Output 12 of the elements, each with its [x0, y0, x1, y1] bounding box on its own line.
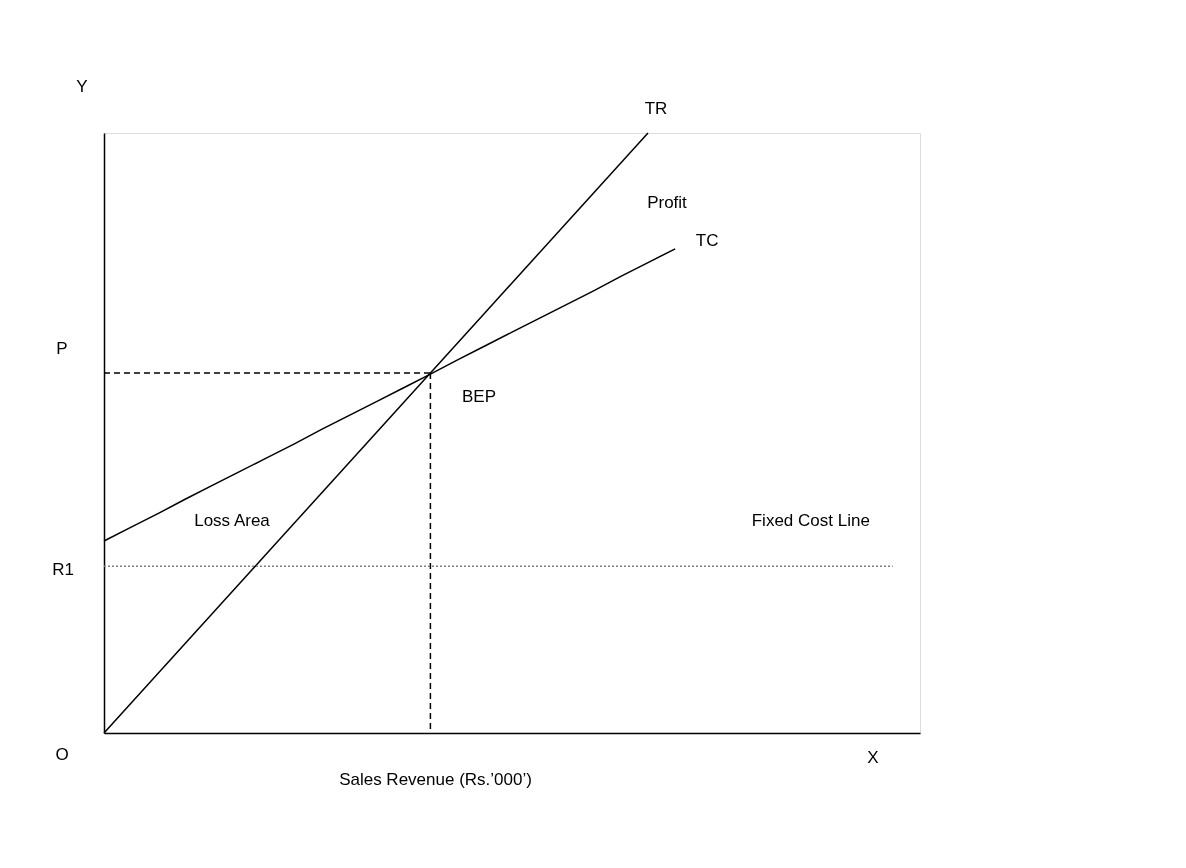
- x-axis-title: Sales Revenue (Rs.’000’): [339, 769, 532, 789]
- text: Fixed Cost Line: [751, 511, 870, 531]
- annotation: Loss Area: [194, 511, 271, 530]
- text: P: [56, 339, 68, 358]
- annotation: Profit: [647, 193, 688, 212]
- text: Y: [76, 77, 88, 96]
- text: X: [867, 748, 879, 767]
- text: O: [55, 745, 69, 764]
- text: R1: [52, 560, 74, 579]
- series-label: TR: [644, 99, 668, 118]
- annotation: BEP: [461, 387, 497, 406]
- series-label: TC: [695, 230, 719, 250]
